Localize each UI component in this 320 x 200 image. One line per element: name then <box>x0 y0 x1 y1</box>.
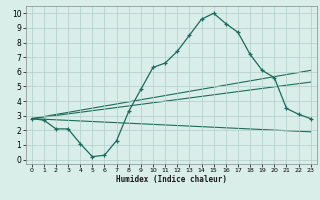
X-axis label: Humidex (Indice chaleur): Humidex (Indice chaleur) <box>116 175 227 184</box>
